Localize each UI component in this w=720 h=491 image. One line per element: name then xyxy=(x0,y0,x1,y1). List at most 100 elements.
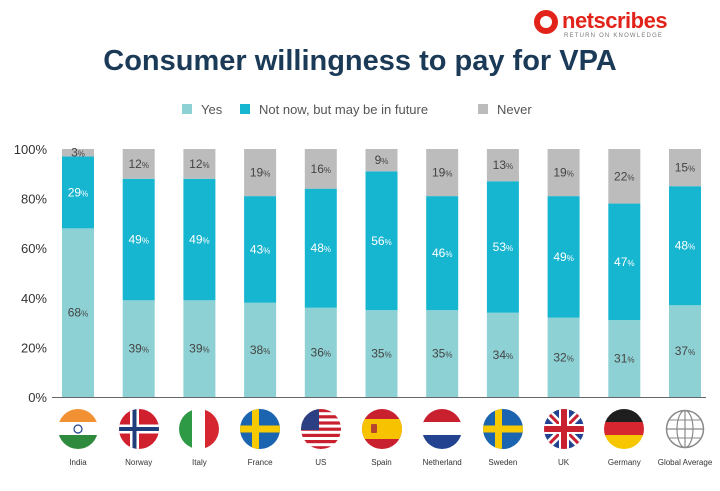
uk-flag-icon xyxy=(543,409,584,449)
data-label: 9% xyxy=(375,153,389,167)
x-tick-label: Sweden xyxy=(488,458,518,467)
bar-segment xyxy=(244,196,277,303)
x-tick-label: Germany xyxy=(607,458,641,467)
y-tick-label: 20% xyxy=(21,340,47,355)
data-label: 19% xyxy=(432,166,452,180)
data-label: 34% xyxy=(493,348,513,362)
netscribes-logo: netscribes RETURN ON KNOWLEDGE xyxy=(534,8,704,42)
germany-flag-icon xyxy=(604,409,645,449)
bar-segment xyxy=(62,228,94,397)
bar-segment xyxy=(547,317,580,397)
data-label: 39% xyxy=(128,342,148,356)
data-label: 53% xyxy=(493,240,513,254)
bar-segment xyxy=(547,149,580,197)
y-tick-label: 40% xyxy=(21,291,47,306)
y-tick-label: 0% xyxy=(28,390,47,405)
data-label: 43% xyxy=(250,242,270,256)
sweden-flag-icon xyxy=(240,409,281,449)
data-label: 68% xyxy=(68,306,88,320)
legend-swatch xyxy=(478,104,488,114)
data-label: 37% xyxy=(675,344,695,358)
bar-segment xyxy=(365,171,398,311)
legend-label: Not now, but may be in future xyxy=(259,101,429,117)
bar-segment xyxy=(669,149,701,187)
x-tick-label: Italy xyxy=(192,458,207,467)
data-label: 3% xyxy=(71,146,85,160)
data-label: 29% xyxy=(68,185,88,199)
brand-name: netscribes xyxy=(562,8,668,33)
italy-flag-icon xyxy=(179,409,220,449)
y-tick-label: 60% xyxy=(21,241,47,256)
bar-segment xyxy=(486,312,519,397)
bar-segment xyxy=(669,305,701,397)
bar-segment xyxy=(486,149,519,182)
legend-swatch xyxy=(182,104,192,114)
x-tick-label: France xyxy=(247,458,273,467)
bar-segment xyxy=(62,156,94,229)
data-label: 13% xyxy=(493,158,513,172)
legend-item-0: Yes xyxy=(182,100,222,118)
norway-flag-icon xyxy=(118,409,159,449)
data-label: 12% xyxy=(189,157,209,171)
data-label: 49% xyxy=(553,250,573,264)
chart-title: Consumer willingness to pay for VPA xyxy=(103,45,617,77)
data-label: 32% xyxy=(553,350,573,364)
data-label: 31% xyxy=(614,352,634,366)
bar-segment xyxy=(244,149,277,197)
data-label: 22% xyxy=(614,169,634,183)
data-label: 46% xyxy=(432,246,452,260)
bar-segment xyxy=(62,149,94,157)
data-label: 49% xyxy=(128,233,148,247)
bar-segment xyxy=(365,310,398,397)
legend-swatch xyxy=(240,104,250,114)
x-tick-label: India xyxy=(69,458,87,467)
bar-segment xyxy=(122,300,155,397)
data-label: 49% xyxy=(189,233,209,247)
data-label: 15% xyxy=(675,161,695,175)
bar-segment xyxy=(183,178,216,301)
legend-label: Yes xyxy=(201,101,223,117)
data-label: 35% xyxy=(432,347,452,361)
data-label: 39% xyxy=(189,342,209,356)
data-label: 38% xyxy=(250,343,270,357)
x-tick-label: Spain xyxy=(371,458,392,467)
bar-segment xyxy=(547,196,580,318)
bar-segment xyxy=(304,307,337,397)
india-flag-icon xyxy=(58,409,98,449)
x-tick-label: Norway xyxy=(125,458,153,467)
data-label: 19% xyxy=(553,166,573,180)
data-label: 56% xyxy=(371,234,391,248)
bar-segment xyxy=(426,310,459,397)
bar-segment xyxy=(486,181,519,313)
x-tick-label: UK xyxy=(558,458,570,467)
bar-segment xyxy=(183,300,216,397)
data-label: 47% xyxy=(614,255,634,269)
chart-legend: Yes Not now, but may be in future Never xyxy=(0,100,720,120)
netherlands-flag-icon xyxy=(422,409,463,449)
legend-label: Never xyxy=(497,101,532,117)
bar-segment xyxy=(122,149,155,179)
legend-item-2: Never xyxy=(478,100,532,118)
bar-segment xyxy=(304,188,337,308)
bar-segment xyxy=(608,149,641,204)
y-tick-label: 80% xyxy=(21,192,47,207)
data-label: 16% xyxy=(311,162,331,176)
data-label: 19% xyxy=(250,166,270,180)
data-label: 36% xyxy=(311,345,331,359)
legend-item-1: Not now, but may be in future xyxy=(240,100,428,118)
x-tick-label: Netherland xyxy=(422,458,462,467)
bar-segment xyxy=(304,149,337,189)
brand-tagline: RETURN ON KNOWLEDGE xyxy=(564,33,664,39)
x-tick-label: US xyxy=(315,458,327,467)
bar-segment xyxy=(122,178,155,301)
bar-segment xyxy=(426,196,459,311)
bar-segment xyxy=(608,320,641,397)
us-flag-icon xyxy=(300,409,341,449)
data-label: 48% xyxy=(675,239,695,253)
globe-icon xyxy=(665,409,705,449)
data-label: 48% xyxy=(311,241,331,255)
sweden-flag-icon xyxy=(482,409,523,449)
bar-segment xyxy=(365,149,398,172)
bar-segment xyxy=(608,203,641,321)
